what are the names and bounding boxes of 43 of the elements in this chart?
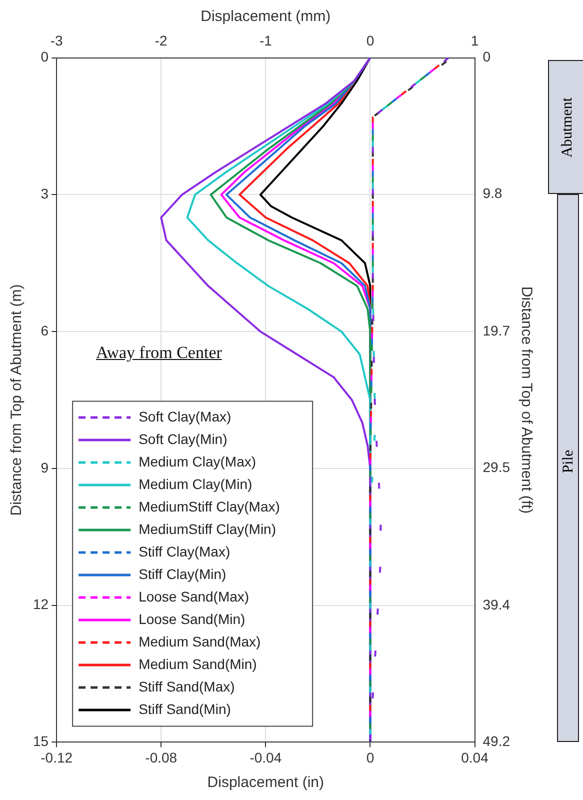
x2-tick-label: 1 (470, 32, 479, 48)
legend-label: Loose Sand(Min) (138, 610, 246, 627)
legend-label: Medium Sand(Max) (138, 633, 261, 650)
legend-label: Soft Clay(Min) (138, 430, 228, 447)
x2-axis-title: Displacement (mm) (200, 8, 331, 26)
legend-label: Stiff Sand(Max) (138, 678, 235, 694)
legend-label: Stiff Clay(Min) (138, 566, 226, 582)
x2-tick-label: -3 (50, 32, 64, 48)
y2-axis-title: Distance from Top of Abutment (ft) (518, 286, 535, 514)
legend-label: Loose Sand(Max) (138, 588, 250, 604)
legend-label: Medium Clay(Min) (138, 476, 252, 492)
y-tick-label: 15 (32, 733, 49, 750)
y-axis-title: Distance from Top of Abutment (m) (8, 284, 26, 516)
y-tick-label: 3 (40, 186, 49, 202)
y2-tick-label: 39.4 (482, 596, 510, 613)
x2-tick-label: -1 (259, 32, 272, 48)
x-tick-label: 0.04 (461, 749, 489, 766)
x-axis-title: Displacement (in) (207, 774, 324, 792)
y2-tick-label: 49.2 (482, 733, 510, 750)
x-tick-label: -0.04 (250, 749, 282, 766)
y-tick-label: 9 (40, 459, 49, 476)
abutment-block: Abutment (548, 60, 583, 194)
legend-label: Stiff Sand(Min) (138, 700, 231, 717)
x2-tick-label: -2 (154, 32, 168, 48)
x2-tick-label: 0 (366, 32, 374, 48)
x-tick-label: -0.08 (145, 749, 178, 766)
y-tick-label: 12 (32, 596, 49, 612)
legend-label: Medium Clay(Max) (138, 453, 256, 470)
annotation: Away from Center (96, 343, 222, 363)
legend-label: MediumStiff Clay(Max) (138, 498, 280, 514)
y-tick-label: 0 (40, 48, 49, 65)
legend-label: Soft Clay(Max) (138, 408, 232, 424)
x-tick-label: 0 (366, 749, 374, 766)
pile-block: Pile (557, 194, 579, 742)
y-tick-label: 6 (40, 322, 49, 338)
legend-label: Medium Sand(Min) (138, 656, 257, 672)
legend-label: MediumStiff Clay(Min) (138, 520, 276, 537)
y2-tick-label: 29.5 (482, 459, 510, 476)
y2-tick-label: 19.7 (482, 322, 510, 339)
legend-label: Stiff Clay(Max) (138, 543, 230, 560)
x-tick-label: -0.12 (40, 749, 73, 766)
y2-tick-label: 0 (482, 48, 491, 65)
y2-tick-label: 9.8 (482, 184, 502, 201)
